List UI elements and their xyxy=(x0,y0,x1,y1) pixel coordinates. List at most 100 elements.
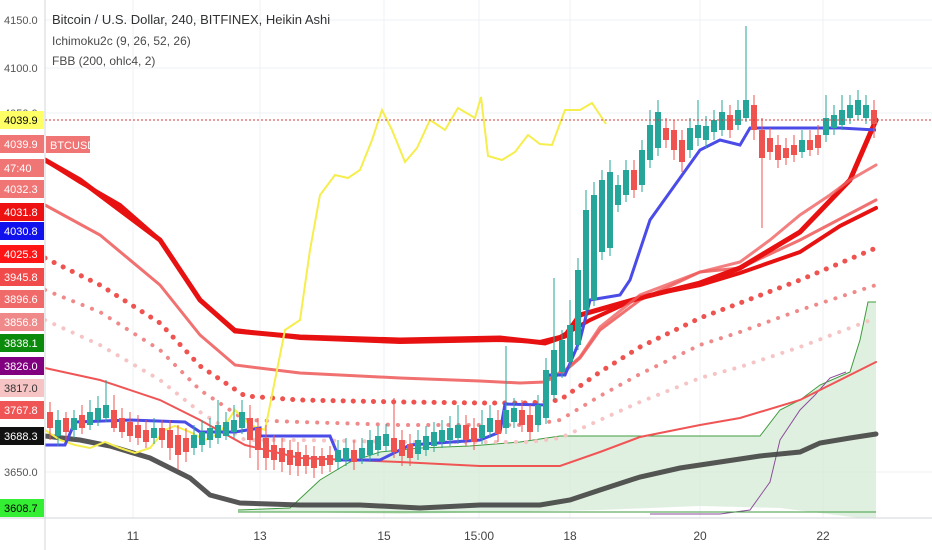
price-label: 4032.3 xyxy=(4,184,38,196)
candle-body xyxy=(559,340,565,372)
price-label: 3945.8 xyxy=(4,272,38,284)
candle-body xyxy=(575,270,581,345)
candle-body xyxy=(783,148,789,158)
price-tick: 3650.0 xyxy=(4,467,38,479)
price-tick: 4150.0 xyxy=(4,15,38,27)
candle-body xyxy=(663,128,669,140)
candle-body xyxy=(231,420,237,432)
price-label-bg xyxy=(0,427,44,445)
time-axis-ticks: 11 13 15 15:00 18 20 22 xyxy=(127,529,830,543)
candle-body xyxy=(871,110,877,124)
candle-body xyxy=(351,450,357,462)
candle-body xyxy=(791,145,797,155)
candle-body xyxy=(703,126,709,140)
candle-body xyxy=(239,412,245,428)
price-label-bg xyxy=(0,401,44,419)
tenkan-sen-line xyxy=(44,96,607,455)
price-label: 3838.1 xyxy=(4,338,38,350)
candle-body xyxy=(399,440,405,456)
candle-body xyxy=(567,325,573,362)
candle-body xyxy=(287,450,293,465)
candle-body xyxy=(679,140,685,162)
candle-body xyxy=(183,438,189,452)
time-tick: 22 xyxy=(816,529,830,543)
candle-body xyxy=(295,452,301,466)
candle-body xyxy=(87,412,93,425)
price-label-bg xyxy=(0,334,44,352)
price-label: 3767.8 xyxy=(4,405,38,417)
price-label-bg xyxy=(0,180,44,198)
price-label-bg xyxy=(0,357,44,375)
candle-body xyxy=(167,430,173,448)
price-label: 4031.8 xyxy=(4,207,38,219)
candle-body xyxy=(543,370,549,418)
ichimoku-legend: Ichimoku2c (9, 26, 52, 26) xyxy=(52,34,191,48)
candle-body xyxy=(519,410,525,425)
price-label-bg xyxy=(0,135,44,153)
candle-body xyxy=(855,100,861,115)
price-label-bg xyxy=(0,159,44,177)
candle-body xyxy=(391,438,397,452)
candle-body xyxy=(255,428,261,450)
candle-body xyxy=(623,170,629,195)
price-tick: 4100.0 xyxy=(4,63,38,75)
price-label: 3896.6 xyxy=(4,294,38,306)
candle-body xyxy=(767,138,773,152)
candle-body xyxy=(439,430,445,442)
symbol-badge: BTCUSD xyxy=(46,136,95,153)
candle-body xyxy=(463,425,469,440)
candle-body xyxy=(159,428,165,440)
candle-body xyxy=(695,125,701,138)
candle-body xyxy=(335,450,341,462)
price-label-bg xyxy=(0,290,44,308)
candle-body xyxy=(455,425,461,438)
candle-body xyxy=(151,428,157,438)
candle-body xyxy=(63,418,69,432)
candle-body xyxy=(503,410,509,428)
candle-body xyxy=(191,435,197,448)
candle-body xyxy=(103,405,109,418)
candle-body xyxy=(479,425,485,438)
candle-body xyxy=(551,350,557,395)
grid-lines xyxy=(45,0,932,518)
candle-body xyxy=(647,125,653,160)
candle-body xyxy=(847,105,853,118)
candle-body xyxy=(535,405,541,425)
candle-body xyxy=(711,120,717,132)
lagging-span xyxy=(42,431,879,511)
candle-body xyxy=(55,420,61,436)
price-label: 3688.3 xyxy=(4,431,38,443)
candle-body xyxy=(671,130,677,150)
time-tick: 20 xyxy=(693,529,707,543)
price-label: 4039.9 xyxy=(4,139,38,151)
candle-body xyxy=(639,150,645,185)
candle-body xyxy=(175,435,181,455)
candle-body xyxy=(735,110,741,125)
candle-body xyxy=(487,418,493,432)
price-label: 4030.8 xyxy=(4,226,38,238)
price-label-bg xyxy=(0,111,44,129)
price-label-bg xyxy=(0,268,44,286)
candle-body xyxy=(327,455,333,465)
candle-body xyxy=(119,418,125,432)
candle-body xyxy=(775,145,781,160)
price-label-bg xyxy=(0,499,44,517)
candle-body xyxy=(831,115,837,128)
candle-body xyxy=(311,456,317,468)
candle-body xyxy=(607,172,613,248)
price-label: 3608.7 xyxy=(4,503,38,515)
candle-body xyxy=(823,118,829,135)
candle-body xyxy=(375,436,381,450)
candle-body xyxy=(591,195,597,300)
candle-body xyxy=(95,408,101,420)
time-tick: 11 xyxy=(127,529,140,543)
fbb-legend: FBB (200, ohlc4, 2) xyxy=(52,54,156,68)
candle-body xyxy=(615,185,621,205)
price-label-bg xyxy=(0,379,44,397)
candle-body xyxy=(135,425,141,438)
price-label-bg xyxy=(0,245,44,263)
price-label: 47:40 xyxy=(4,163,32,175)
candle-body xyxy=(807,140,813,150)
candle-body xyxy=(759,130,765,158)
